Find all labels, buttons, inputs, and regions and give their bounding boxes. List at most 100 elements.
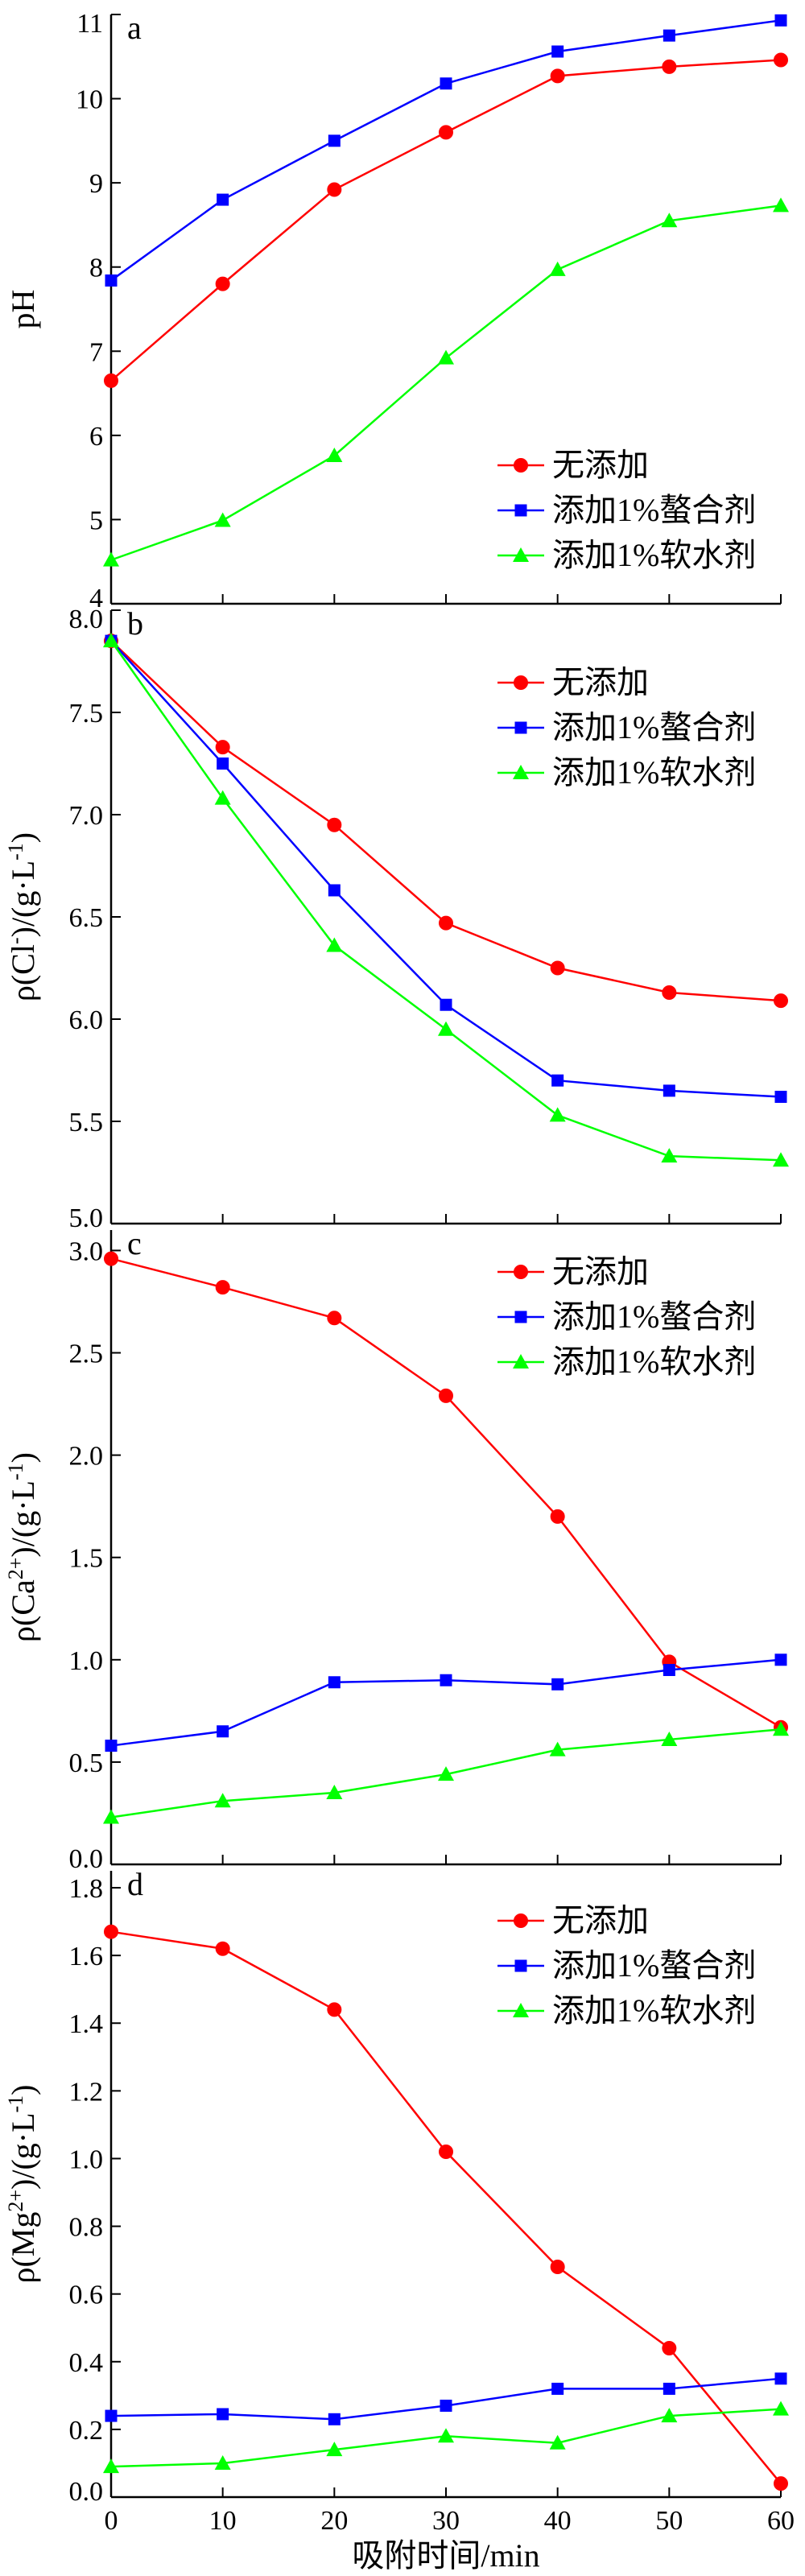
y-tick-label: 6 xyxy=(89,422,103,452)
y-tick-label: 0.4 xyxy=(69,2348,104,2378)
y-tick-label: 9 xyxy=(89,169,103,199)
data-point xyxy=(215,276,230,291)
data-point xyxy=(328,884,341,897)
x-tick-label: 10 xyxy=(209,2506,237,2536)
data-point xyxy=(440,1674,452,1686)
y-axis-title-part: -1 xyxy=(4,2095,27,2113)
y-tick-label: 5.5 xyxy=(69,1108,104,1137)
data-point xyxy=(773,1721,789,1736)
y-tick-label: 8 xyxy=(89,254,103,283)
data-point xyxy=(326,447,343,462)
data-point xyxy=(774,2476,788,2491)
data-point xyxy=(328,134,341,147)
data-point xyxy=(215,1280,230,1295)
y-tick-label: 0.8 xyxy=(69,2213,104,2243)
data-point xyxy=(549,2434,566,2450)
data-point xyxy=(105,274,118,287)
y-axis-title-part: -1 xyxy=(4,843,27,861)
data-point xyxy=(440,77,452,90)
data-point xyxy=(214,2454,231,2470)
data-point xyxy=(104,373,118,388)
data-point xyxy=(549,1107,566,1122)
y-tick-label: 2.0 xyxy=(69,1442,104,1472)
data-point xyxy=(774,2372,787,2385)
series-line-1 xyxy=(110,1658,782,1747)
series-line-1 xyxy=(110,2377,782,2421)
y-axis-title-part: ρ(Cl xyxy=(5,944,41,1001)
data-point xyxy=(663,1084,675,1097)
y-tick-label: 10 xyxy=(76,85,103,115)
data-point xyxy=(438,2428,454,2443)
data-point xyxy=(551,1074,564,1087)
legend-marker xyxy=(513,547,529,562)
y-tick-label: 1.4 xyxy=(69,2009,104,2039)
panel-label: a xyxy=(127,10,142,46)
y-axis-title-part: )/(g·L xyxy=(5,2112,41,2190)
legend-label: 添加1%软水剂 xyxy=(552,754,756,791)
data-point xyxy=(773,197,789,213)
data-point xyxy=(550,2260,565,2275)
legend-marker xyxy=(513,2003,529,2017)
x-axis-title: 吸附时间/min xyxy=(352,2537,539,2574)
data-point xyxy=(327,182,342,197)
data-point xyxy=(103,2458,119,2474)
data-point xyxy=(326,2442,343,2457)
data-point xyxy=(439,1388,453,1403)
legend-marker xyxy=(514,1311,527,1323)
data-point xyxy=(328,2413,341,2425)
series-line-1 xyxy=(110,19,782,282)
y-tick-label: 1.2 xyxy=(69,2077,104,2107)
data-point xyxy=(217,2408,229,2421)
data-point xyxy=(550,1509,565,1524)
data-point xyxy=(439,125,453,140)
data-point xyxy=(327,817,342,832)
y-tick-label: 2.5 xyxy=(69,1340,104,1369)
data-point xyxy=(774,52,788,68)
y-tick-label: 0.5 xyxy=(69,1748,104,1778)
legend-marker xyxy=(514,721,527,734)
legend-label: 添加1%螯合剂 xyxy=(552,1947,756,1984)
y-tick-label: 5.0 xyxy=(69,1203,104,1233)
data-point xyxy=(328,1676,341,1689)
y-tick-label: 8.0 xyxy=(69,605,104,634)
legend-label: 添加1%软水剂 xyxy=(552,1344,756,1380)
data-point xyxy=(774,1091,787,1104)
series-line-0 xyxy=(110,640,782,1002)
y-axis-title: ρ(Cl-)/(g·L-1) xyxy=(4,832,42,1001)
panel-label: c xyxy=(127,1225,142,1261)
y-axis-title: pH xyxy=(5,290,41,329)
y-tick-label: 6.0 xyxy=(69,1005,104,1035)
panel-label: b xyxy=(127,605,143,642)
legend-marker xyxy=(514,504,527,517)
y-axis-title-part: ρ(Ca xyxy=(5,1579,41,1642)
data-point xyxy=(327,1311,342,1326)
y-tick-label: 1.6 xyxy=(69,1942,104,1971)
legend-label: 添加1%螯合剂 xyxy=(552,492,756,528)
data-point xyxy=(215,740,230,755)
y-axis-title-part: ) xyxy=(5,832,41,843)
data-point xyxy=(440,2399,452,2412)
data-point xyxy=(661,213,678,228)
data-point xyxy=(439,915,453,931)
data-point xyxy=(105,2409,118,2422)
y-axis-title-part: - xyxy=(4,937,27,944)
y-tick-label: 5 xyxy=(89,506,103,535)
legend-marker xyxy=(514,1959,527,1972)
x-tick-label: 40 xyxy=(544,2506,572,2536)
legend-label: 无添加 xyxy=(552,1253,649,1290)
x-tick-label: 20 xyxy=(320,2506,348,2536)
y-axis-title-part: ) xyxy=(5,1452,41,1463)
x-tick-label: 30 xyxy=(432,2506,460,2536)
data-point xyxy=(214,512,231,527)
legend-marker xyxy=(514,1913,528,1928)
data-point xyxy=(439,2145,453,2160)
y-tick-label: 0.0 xyxy=(69,2477,104,2507)
chart-panel-b: 5.0 5.5 6.0 6.5 7.0 7.5 8.0 b ρ(Cl-)/(g·L-1) 无添加添… xyxy=(4,605,789,1233)
data-point xyxy=(215,1941,230,1956)
data-point xyxy=(662,2340,677,2355)
